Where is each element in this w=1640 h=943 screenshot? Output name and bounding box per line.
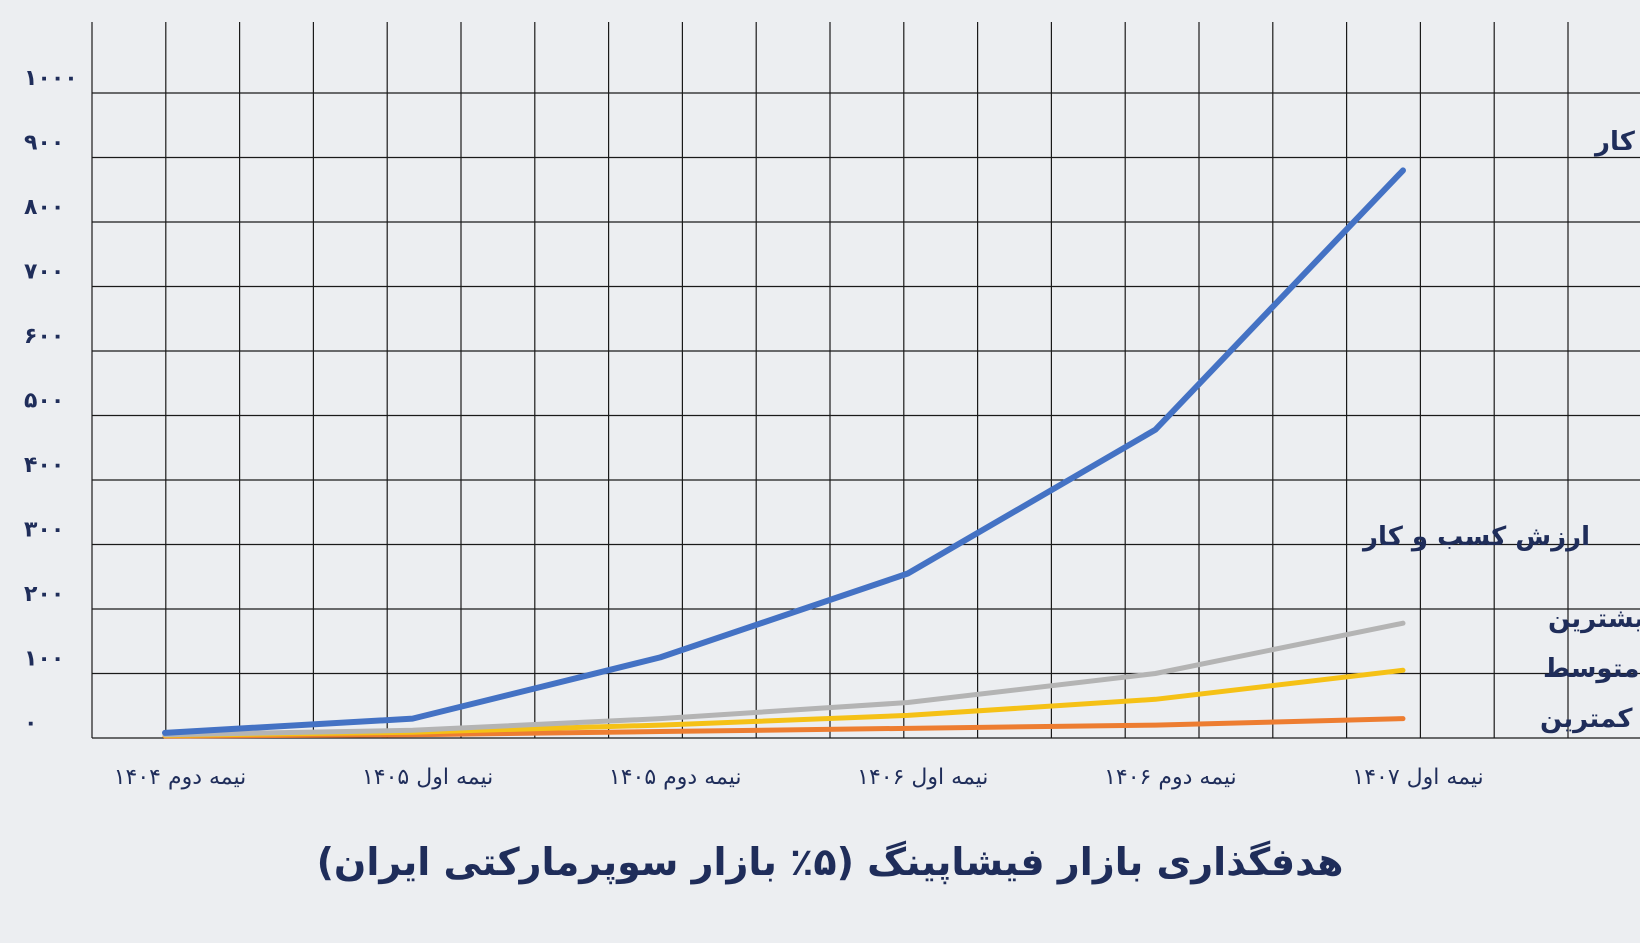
y-tick-label: ۶۰۰ (24, 324, 64, 349)
y-tick-label: ۹۰۰ (24, 131, 64, 156)
series-label: متوسط (1543, 654, 1639, 684)
y-tick-label: ۲۰۰ (24, 582, 64, 607)
grid (91, 22, 1640, 739)
x-tick-label: نیمه دوم ۱۴۰۵ (609, 765, 742, 790)
x-tick-label: نیمه دوم ۱۴۰۴ (114, 765, 247, 790)
x-tick-label: نیمه اول ۱۴۰۵ (362, 765, 493, 790)
y-tick-label: ۰ (24, 711, 37, 736)
y-tick-label: ۵۰۰ (24, 389, 64, 414)
y-tick-label: ۴۰۰ (24, 453, 64, 478)
y-axis-ticks: ۰ ۱۰۰ ۲۰۰ ۳۰۰ ۴۰۰ ۵۰۰ ۶۰۰ ۷۰۰ ۸۰۰ ۹۰۰ ۱۰۰۰ (24, 66, 78, 736)
series-line (162, 620, 1406, 738)
y-tick-label: ۱۰۰۰ (24, 66, 78, 91)
value-group-label: ارزش کسب و کار (1361, 522, 1590, 552)
series-label: کمترین (1540, 704, 1633, 734)
chart-title: هدفگذاری بازار فیشاپینگ (۵٪ بازار سوپرما… (317, 840, 1344, 884)
series-labels: گردش کسب و کار بیشترین متوسط کمترین (1540, 126, 1640, 734)
x-tick-label: نیمه اول ۱۴۰۶ (857, 765, 988, 790)
series-lines (162, 167, 1406, 739)
x-tick-label: نیمه اول ۱۴۰۷ (1352, 765, 1483, 790)
x-axis-ticks: نیمه دوم ۱۴۰۴ نیمه اول ۱۴۰۵ نیمه دوم ۱۴۰۵ ن… (114, 765, 1484, 790)
y-tick-label: ۱۰۰ (24, 647, 64, 672)
x-tick-label: نیمه دوم ۱۴۰۶ (1104, 765, 1237, 790)
y-tick-label: ۸۰۰ (24, 195, 64, 220)
series-label: گردش کسب و کار (1593, 126, 1640, 157)
y-tick-label: ۷۰۰ (24, 260, 64, 285)
series-line (162, 167, 1406, 736)
series-label: بیشترین (1548, 604, 1640, 634)
y-tick-label: ۳۰۰ (24, 518, 64, 543)
